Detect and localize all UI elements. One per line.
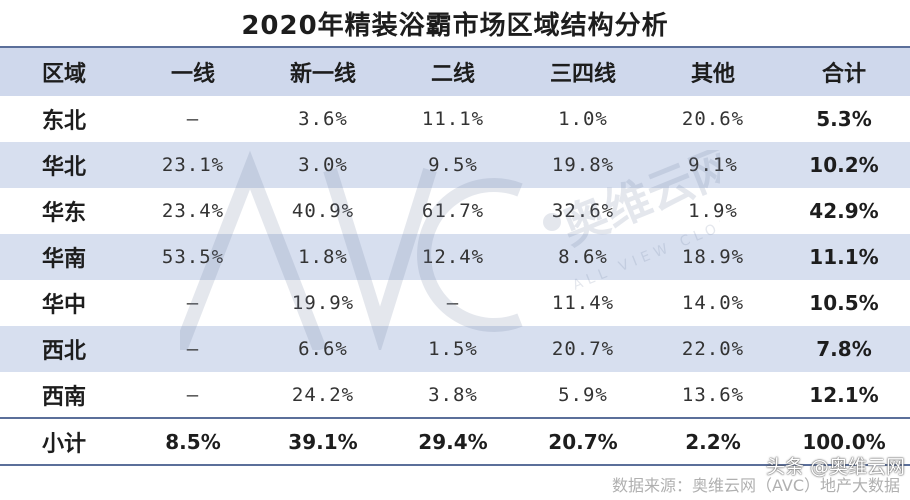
column-header-new-tier1: 新一线: [289, 62, 356, 87]
row-total-cell: 7.8%: [816, 337, 872, 361]
table-cell: 19.9%: [291, 292, 355, 314]
table-bottom-divider: [0, 464, 910, 466]
table-row: 西北 – 6.6% 1.5% 20.7% 22.0% 7.8%: [0, 326, 910, 372]
table-cell: 9.5%: [428, 154, 478, 176]
column-header-total: 合计: [821, 62, 866, 87]
subtotal-cell: 2.2%: [685, 429, 741, 454]
column-header-tier1: 一线: [170, 62, 215, 87]
table-cell: –: [186, 108, 200, 130]
column-header-tier3-4: 三四线: [549, 62, 616, 87]
table-cell: 23.4%: [161, 200, 225, 222]
table-cell: 13.6%: [681, 383, 745, 406]
row-total-cell: 11.1%: [809, 245, 879, 269]
table-row: 华东 23.4% 40.9% 61.7% 32.6% 1.9% 42.9%: [0, 188, 910, 234]
row-total-cell: 5.3%: [816, 107, 872, 131]
row-label: 东北: [41, 109, 86, 134]
row-label: 华北: [41, 155, 86, 180]
table-cell: 18.9%: [681, 246, 745, 268]
row-total-cell: 12.1%: [809, 382, 879, 407]
region-structure-table: 区域 一线 新一线 二线 三四线 其他 合计 东北 – 3.6% 11.1% 1…: [0, 48, 910, 464]
column-header-region: 区域: [41, 62, 86, 87]
subtotal-cell: 29.4%: [418, 429, 488, 454]
table-cell: 6.6%: [298, 338, 348, 360]
table-cell: 8.6%: [558, 246, 608, 268]
table-cell: 1.5%: [428, 338, 478, 360]
table-header-row: 区域 一线 新一线 二线 三四线 其他 合计: [0, 48, 910, 96]
table-cell: 24.2%: [291, 383, 355, 406]
table-cell: –: [186, 292, 200, 314]
table-cell: 9.1%: [688, 154, 738, 176]
row-label: 华东: [41, 201, 86, 226]
column-header-tier2: 二线: [430, 62, 475, 87]
table-cell: –: [446, 292, 460, 314]
table-cell: 32.6%: [551, 200, 615, 222]
table-row: 东北 – 3.6% 11.1% 1.0% 20.6% 5.3%: [0, 96, 910, 142]
table-cell: 1.0%: [558, 108, 608, 130]
row-total-cell: 10.5%: [809, 291, 879, 315]
table-row: 华南 53.5% 1.8% 12.4% 8.6% 18.9% 11.1%: [0, 234, 910, 280]
table-cell: –: [186, 383, 200, 406]
table-cell: 53.5%: [161, 246, 225, 268]
author-credit: 头条 @奥维云网: [765, 456, 905, 478]
table-cell: 11.1%: [421, 108, 485, 130]
table-cell: 20.7%: [551, 338, 615, 360]
table-cell: 14.0%: [681, 292, 745, 314]
table-cell: 3.0%: [298, 154, 348, 176]
table-cell: –: [186, 338, 200, 360]
table-cell: 23.1%: [161, 154, 225, 176]
column-header-other: 其他: [690, 62, 735, 87]
row-total-cell: 10.2%: [809, 153, 879, 177]
table-cell: 19.8%: [551, 154, 615, 176]
title-divider: [0, 46, 910, 48]
subtotal-cell: 8.5%: [165, 429, 221, 454]
data-source-note: 数据来源：奥维云网（AVC）地产大数据: [611, 476, 900, 495]
table-cell: 3.6%: [298, 108, 348, 130]
table-row: 华北 23.1% 3.0% 9.5% 19.8% 9.1% 10.2%: [0, 142, 910, 188]
subtotal-row: 小计 8.5% 39.1% 29.4% 20.7% 2.2% 100.0%: [0, 418, 910, 464]
table-cell: 20.6%: [681, 108, 745, 130]
table-cell: 5.9%: [558, 383, 608, 406]
table-cell: 3.8%: [428, 383, 478, 406]
table-cell: 40.9%: [291, 200, 355, 222]
table-cell: 1.8%: [298, 246, 348, 268]
row-label: 西南: [41, 384, 86, 410]
table-title: 2020年精装浴霸市场区域结构分析: [241, 10, 669, 41]
table-cell: 22.0%: [681, 338, 745, 360]
row-label: 华中: [41, 293, 86, 318]
row-label: 华南: [41, 247, 86, 272]
table-row: 华中 – 19.9% – 11.4% 14.0% 10.5%: [0, 280, 910, 326]
table-cell: 11.4%: [551, 292, 615, 314]
subtotal-cell: 39.1%: [288, 429, 358, 454]
subtotal-label: 小计: [41, 431, 86, 457]
subtotal-cell: 100.0%: [802, 429, 886, 454]
row-label: 西北: [41, 339, 86, 364]
table-cell: 12.4%: [421, 246, 485, 268]
subtotal-cell: 20.7%: [548, 429, 618, 454]
row-total-cell: 42.9%: [809, 199, 879, 223]
table-cell: 61.7%: [421, 200, 485, 222]
table-cell: 1.9%: [688, 200, 738, 222]
table-row: 西南 – 24.2% 3.8% 5.9% 13.6% 12.1%: [0, 372, 910, 418]
